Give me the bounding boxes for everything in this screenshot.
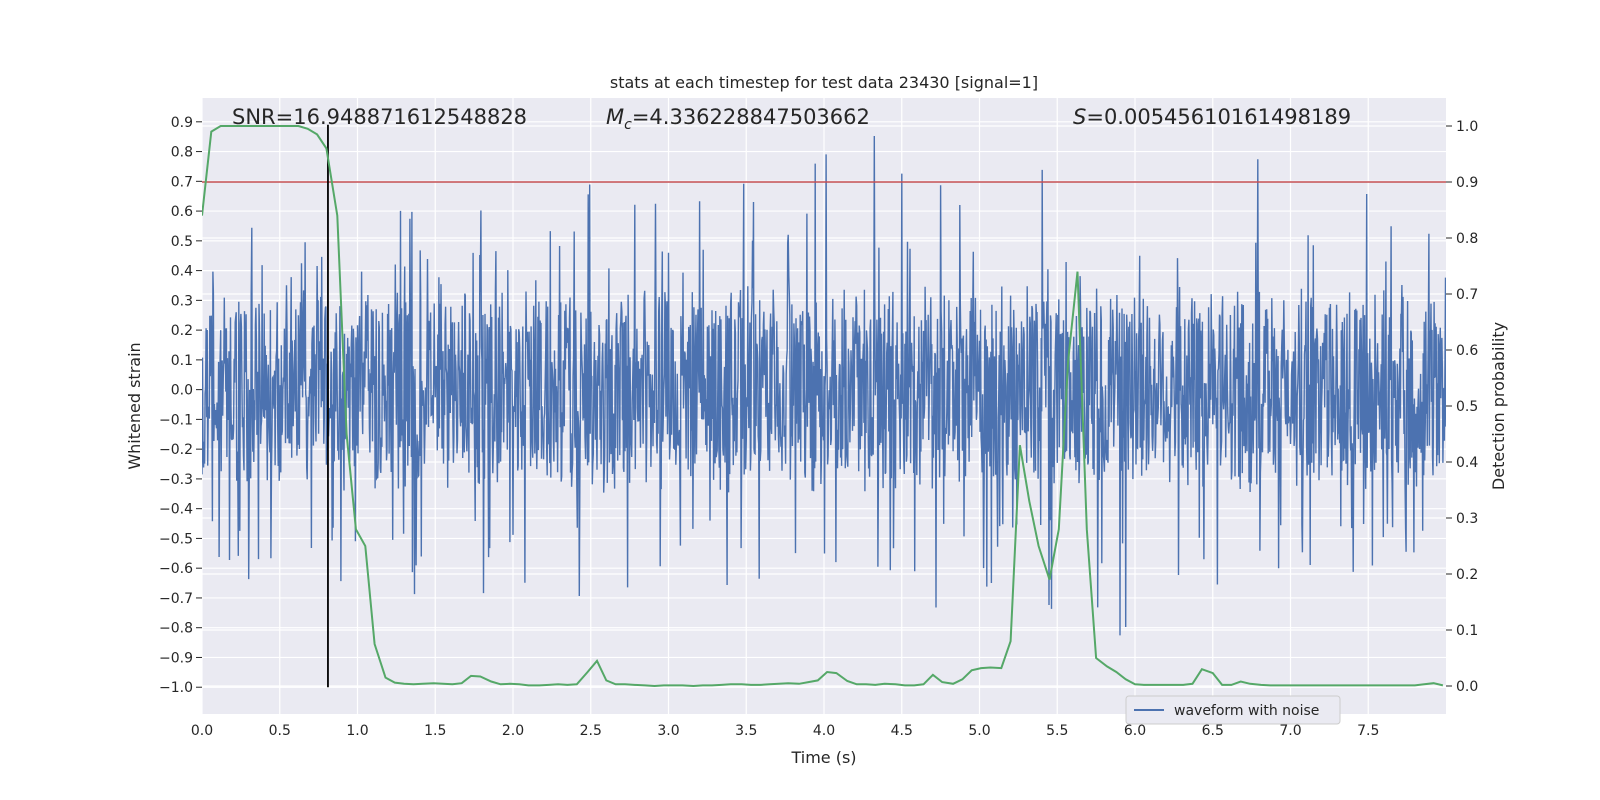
y-left-tick-label: 0.4 (171, 264, 193, 280)
y-left-tick-label: 0.8 (171, 145, 193, 161)
probability-series (202, 125, 1444, 688)
x-tick-label: 4.0 (813, 723, 835, 739)
snr-annotation: SNR=16.948871612548828 (232, 105, 527, 129)
s-annotation: S=0.00545610161498189 (1073, 105, 1351, 129)
x-tick-label: 5.0 (968, 723, 990, 739)
s-value: =0.00545610161498189 (1086, 105, 1351, 129)
y-right-tick-label: 0.8 (1456, 231, 1478, 247)
x-tick-label: 0.5 (269, 723, 291, 739)
y-left-tick-label: 0.6 (171, 204, 193, 220)
y-right-tick-label: 1.0 (1456, 119, 1478, 135)
y-left-tick-label: 0.2 (171, 323, 193, 339)
overlay-layer (202, 124, 1446, 688)
y-left-tick-label: −0.8 (159, 621, 193, 637)
y-left-tick-label: −0.4 (159, 502, 193, 518)
chirp-mass-subscript: c (624, 117, 632, 133)
y-left-tick-label: 0.1 (171, 353, 193, 369)
y-left-tick-label: −0.7 (159, 591, 193, 607)
y-left-tick-label: 0.0 (171, 383, 193, 399)
y-right-tick-label: 0.3 (1456, 511, 1478, 527)
y-left-tick-label: −0.3 (159, 472, 193, 488)
x-tick-label: 5.5 (1046, 723, 1068, 739)
x-tick-label: 7.0 (1279, 723, 1301, 739)
y-left-tick-label: 0.5 (171, 234, 193, 250)
x-tick-label: 1.0 (346, 723, 368, 739)
waveform-line (202, 135, 1446, 636)
y-left-tick-label: 0.7 (171, 174, 193, 190)
x-tick-label: 0.0 (191, 723, 213, 739)
x-tick-label: 6.0 (1124, 723, 1146, 739)
y-right-tick-label: 0.0 (1456, 679, 1478, 695)
y-left-tick-label: −0.2 (159, 442, 193, 458)
x-axis-label: Time (s) (790, 748, 856, 767)
y-left-tick-label: −1.0 (159, 680, 193, 696)
x-tick-label: 2.5 (580, 723, 602, 739)
x-tick-label: 4.5 (891, 723, 913, 739)
detection-probability-line (202, 125, 1444, 688)
x-tick-label: 3.0 (657, 723, 679, 739)
legend-label: waveform with noise (1174, 703, 1319, 719)
y-right-tick-label: 0.9 (1456, 175, 1478, 191)
y-left-tick-label: −0.5 (159, 531, 193, 547)
y-left-tick-label: −0.1 (159, 412, 193, 428)
y-right-tick-label: 0.2 (1456, 567, 1478, 583)
chirp-mass-value: =4.336228847503662 (632, 105, 870, 129)
y-right-tick-label: 0.7 (1456, 287, 1478, 303)
x-tick-label: 1.5 (424, 723, 446, 739)
x-tick-label: 3.5 (735, 723, 757, 739)
y-right-tick-label: 0.6 (1456, 343, 1478, 359)
s-symbol: S (1073, 105, 1086, 129)
axis-ticks: 0.0 0.5 1.0 1.5 2.0 2.5 3.0 3.5 4.0 4.5 5.0 5.5 6.0 6… (159, 115, 1478, 739)
waveform-series (202, 135, 1446, 636)
x-tick-label: 6.5 (1202, 723, 1224, 739)
chirp-mass-symbol: M (606, 105, 624, 129)
y-left-tick-label: −0.9 (159, 650, 193, 666)
chirp-mass-annotation: Mc=4.336228847503662 (606, 105, 870, 133)
y-left-axis-label: Whitened strain (125, 342, 144, 469)
legend-box (1125, 695, 1341, 725)
y-right-tick-label: 0.4 (1456, 455, 1478, 471)
chart-title: stats at each timestep for test data 234… (610, 73, 1038, 92)
y-right-axis-label: Detection probability (1489, 322, 1508, 490)
legend: waveform with noise (1125, 695, 1341, 725)
y-right-tick-label: 0.1 (1456, 623, 1478, 639)
y-left-tick-label: −0.6 (159, 561, 193, 577)
x-tick-label: 2.0 (502, 723, 524, 739)
y-left-tick-label: 0.3 (171, 293, 193, 309)
y-left-tick-label: 0.9 (171, 115, 193, 131)
y-right-tick-label: 0.5 (1456, 399, 1478, 415)
x-tick-label: 7.5 (1357, 723, 1379, 739)
